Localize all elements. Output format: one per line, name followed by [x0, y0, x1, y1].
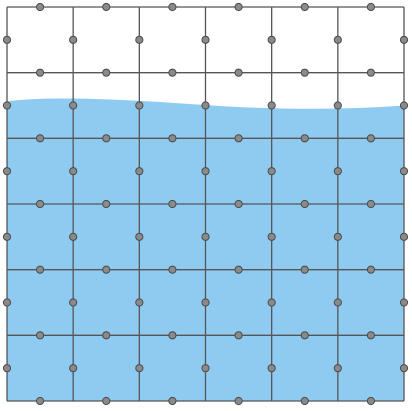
grid-node-horizontal-edge[interactable] [102, 396, 111, 406]
grid-node-vertical-edge[interactable] [69, 232, 78, 241]
grid-node-horizontal-edge[interactable] [35, 199, 45, 209]
grid-node-horizontal-edge[interactable] [35, 396, 45, 406]
grid-node-vertical-edge[interactable] [69, 101, 78, 110]
grid-node-horizontal-edge[interactable] [35, 2, 45, 12]
grid-node-vertical-edge[interactable] [2, 232, 12, 241]
grid-node-horizontal-edge[interactable] [168, 134, 177, 143]
grid-node-horizontal-edge[interactable] [168, 199, 177, 209]
grid-node-horizontal-edge[interactable] [366, 68, 376, 77]
grid-node-horizontal-edge[interactable] [35, 68, 45, 77]
grid-node-vertical-edge[interactable] [267, 232, 276, 241]
grid-node-horizontal-edge[interactable] [168, 396, 177, 406]
grid-node-vertical-edge[interactable] [399, 167, 409, 176]
grid-node-vertical-edge[interactable] [135, 35, 144, 44]
grid-node-vertical-edge[interactable] [201, 364, 210, 373]
grid-node-vertical-edge[interactable] [267, 101, 276, 110]
grid-node-vertical-edge[interactable] [135, 232, 144, 241]
grid-node-vertical-edge[interactable] [399, 101, 409, 110]
grid-node-horizontal-edge[interactable] [102, 265, 111, 274]
grid-node-horizontal-edge[interactable] [35, 331, 45, 340]
grid-node-vertical-edge[interactable] [267, 167, 276, 176]
grid-node-horizontal-edge[interactable] [366, 2, 376, 12]
grid-node-vertical-edge[interactable] [2, 364, 12, 373]
grid-node-vertical-edge[interactable] [2, 101, 12, 110]
grid-node-horizontal-edge[interactable] [234, 265, 243, 274]
grid-node-vertical-edge[interactable] [201, 298, 210, 307]
grid-node-vertical-edge[interactable] [2, 298, 12, 307]
grid-node-vertical-edge[interactable] [333, 364, 342, 373]
grid-node-vertical-edge[interactable] [399, 35, 409, 44]
grid-node-horizontal-edge[interactable] [234, 199, 243, 209]
grid-node-horizontal-edge[interactable] [366, 331, 376, 340]
grid-node-vertical-edge[interactable] [399, 364, 409, 373]
grid-node-horizontal-edge[interactable] [168, 265, 177, 274]
grid-node-horizontal-edge[interactable] [234, 2, 243, 12]
grid-node-horizontal-edge[interactable] [300, 199, 309, 209]
grid-node-vertical-edge[interactable] [333, 35, 342, 44]
grid-node-horizontal-edge[interactable] [300, 134, 309, 143]
grid-node-vertical-edge[interactable] [69, 35, 78, 44]
grid-node-horizontal-edge[interactable] [168, 2, 177, 12]
grid-node-vertical-edge[interactable] [201, 232, 210, 241]
grid-node-horizontal-edge[interactable] [102, 2, 111, 12]
grid-node-horizontal-edge[interactable] [234, 396, 243, 406]
grid-nodes[interactable] [2, 2, 409, 406]
grid-node-vertical-edge[interactable] [135, 364, 144, 373]
grid-node-vertical-edge[interactable] [201, 167, 210, 176]
grid-node-vertical-edge[interactable] [399, 298, 409, 307]
grid-node-horizontal-edge[interactable] [366, 396, 376, 406]
grid-node-vertical-edge[interactable] [333, 167, 342, 176]
grid-node-vertical-edge[interactable] [201, 35, 210, 44]
grid-node-horizontal-edge[interactable] [234, 68, 243, 77]
grid-node-horizontal-edge[interactable] [102, 134, 111, 143]
grid-node-vertical-edge[interactable] [267, 364, 276, 373]
grid-node-horizontal-edge[interactable] [300, 396, 309, 406]
grid-node-vertical-edge[interactable] [201, 101, 210, 110]
grid-node-horizontal-edge[interactable] [35, 265, 45, 274]
grid-node-vertical-edge[interactable] [135, 101, 144, 110]
grid-node-horizontal-edge[interactable] [300, 265, 309, 274]
grid-lines [6, 6, 405, 402]
grid-node-horizontal-edge[interactable] [234, 331, 243, 340]
grid-node-horizontal-edge[interactable] [300, 68, 309, 77]
grid-node-vertical-edge[interactable] [267, 35, 276, 44]
grid-node-horizontal-edge[interactable] [366, 199, 376, 209]
grid-node-vertical-edge[interactable] [69, 167, 78, 176]
grid-node-vertical-edge[interactable] [2, 167, 12, 176]
grid-node-horizontal-edge[interactable] [102, 331, 111, 340]
grid-node-vertical-edge[interactable] [135, 298, 144, 307]
grid-node-horizontal-edge[interactable] [168, 68, 177, 77]
grid-node-vertical-edge[interactable] [333, 232, 342, 241]
grid-node-vertical-edge[interactable] [135, 167, 144, 176]
grid-node-vertical-edge[interactable] [69, 364, 78, 373]
grid-node-horizontal-edge[interactable] [300, 331, 309, 340]
grid-node-horizontal-edge[interactable] [366, 265, 376, 274]
grid-node-horizontal-edge[interactable] [168, 331, 177, 340]
grid-node-horizontal-edge[interactable] [234, 134, 243, 143]
grid-node-vertical-edge[interactable] [333, 298, 342, 307]
grid-node-horizontal-edge[interactable] [35, 134, 45, 143]
grid-node-horizontal-edge[interactable] [102, 68, 111, 77]
grid-node-vertical-edge[interactable] [333, 101, 342, 110]
grid-node-horizontal-edge[interactable] [300, 2, 309, 12]
grid-node-vertical-edge[interactable] [2, 35, 12, 44]
grid-node-horizontal-edge[interactable] [102, 199, 111, 209]
grid-node-horizontal-edge[interactable] [366, 134, 376, 143]
grid-node-vertical-edge[interactable] [267, 298, 276, 307]
grid-node-vertical-edge[interactable] [69, 298, 78, 307]
grid-node-vertical-edge[interactable] [399, 232, 409, 241]
